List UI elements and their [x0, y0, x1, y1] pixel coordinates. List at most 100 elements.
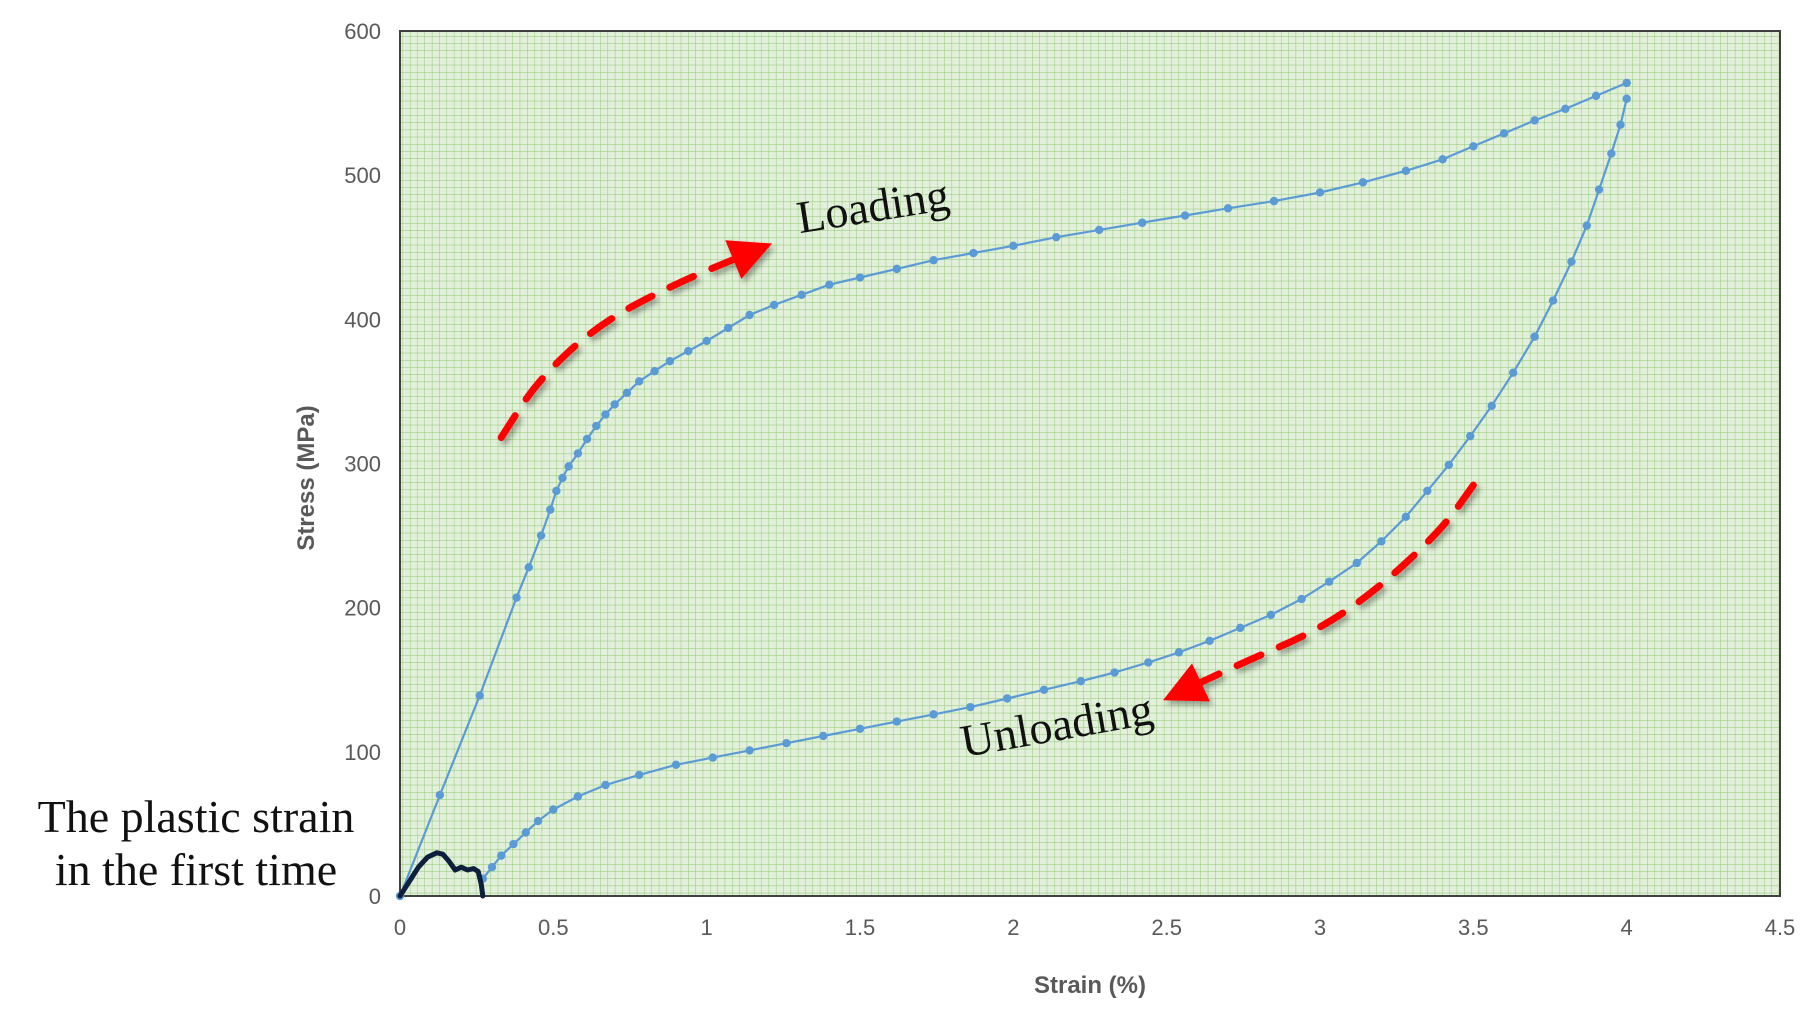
data-point	[1205, 636, 1214, 646]
x-axis-title: Strain (%)	[1034, 972, 1146, 999]
y-axis-ticks: 0 100 200 300 400 500 600	[344, 19, 381, 909]
series-layer	[395, 78, 1631, 901]
y-tick-label: 200	[344, 596, 381, 621]
data-point	[1561, 104, 1570, 114]
data-point	[1499, 129, 1509, 138]
data-point	[1582, 221, 1592, 230]
data-point	[745, 310, 754, 320]
data-point	[1591, 91, 1601, 101]
data-point	[702, 336, 711, 346]
x-tick-label: 2.5	[1151, 915, 1182, 940]
unloading-arrow	[1162, 481, 1477, 702]
data-point	[1236, 623, 1245, 633]
data-point	[1594, 185, 1604, 194]
data-point	[524, 563, 533, 572]
series-line	[481, 97, 1628, 880]
data-point	[1223, 204, 1233, 213]
data-point	[665, 356, 675, 366]
data-point	[1325, 577, 1334, 586]
data-point	[536, 531, 546, 540]
data-point	[1174, 648, 1184, 657]
data-point	[769, 300, 779, 310]
data-point	[1401, 512, 1411, 522]
data-point	[723, 323, 733, 333]
data-point	[1622, 94, 1631, 103]
data-point	[521, 828, 530, 837]
data-point	[1607, 149, 1616, 158]
data-point	[1423, 486, 1432, 496]
data-point	[1530, 332, 1539, 341]
x-tick-label: 4.5	[1765, 915, 1796, 940]
data-point	[435, 790, 445, 800]
y-tick-label: 500	[344, 163, 381, 188]
x-tick-label: 4	[1621, 915, 1633, 940]
data-point	[1009, 241, 1018, 251]
y-tick-label: 100	[344, 740, 381, 765]
data-point	[1401, 166, 1411, 176]
data-point	[1438, 155, 1447, 164]
data-point	[855, 724, 865, 733]
data-point	[582, 434, 592, 444]
series-unloading	[478, 94, 1631, 883]
data-point	[1469, 142, 1478, 151]
series-the-plastic-strain-in-the-first-time	[397, 850, 486, 899]
data-point	[969, 248, 978, 258]
data-point	[1377, 537, 1386, 546]
data-point	[1137, 218, 1147, 227]
data-point	[1266, 610, 1276, 620]
data-point	[1444, 460, 1454, 470]
data-point	[1315, 188, 1325, 197]
plastic-strain-label-line-2: in the first time	[55, 844, 337, 895]
x-tick-label: 0.5	[538, 915, 569, 940]
data-point	[487, 862, 497, 872]
data-point	[1487, 401, 1496, 411]
data-point	[1530, 116, 1539, 125]
x-tick-label: 1.5	[845, 915, 876, 940]
series-loading	[395, 78, 1631, 901]
data-point	[1110, 668, 1119, 677]
y-tick-label: 300	[344, 452, 381, 477]
data-point	[1567, 257, 1576, 266]
data-point	[966, 702, 975, 712]
y-tick-label: 0	[369, 884, 381, 909]
data-point	[573, 792, 583, 801]
data-point	[552, 486, 561, 496]
x-tick-label: 1	[701, 915, 713, 940]
data-point	[573, 449, 583, 458]
data-point	[1039, 685, 1049, 695]
data-point	[610, 400, 619, 409]
loading-arrow	[497, 240, 773, 442]
data-point	[1095, 225, 1104, 235]
x-axis-ticks: 0 0.5 1 1.5 2 2.5 3 3.5 4 4.5	[394, 915, 1795, 940]
y-tick-label: 600	[344, 19, 381, 44]
data-point	[1352, 558, 1362, 568]
y-tick-label: 400	[344, 307, 381, 332]
data-point	[1616, 120, 1625, 129]
data-point	[475, 691, 484, 700]
annotation-arrows	[497, 240, 1477, 702]
data-point	[855, 273, 865, 282]
data-point	[684, 346, 693, 356]
data-point	[929, 256, 938, 265]
data-point	[635, 770, 644, 780]
data-point	[1358, 178, 1368, 187]
data-point	[558, 473, 567, 483]
series-line	[397, 850, 486, 899]
data-point	[671, 760, 681, 770]
data-point	[825, 280, 834, 289]
x-tick-label: 0	[394, 915, 406, 940]
data-point	[1466, 431, 1475, 441]
plot-area	[399, 30, 1781, 897]
data-point	[1548, 296, 1558, 305]
data-point	[1509, 368, 1518, 377]
data-point	[1003, 694, 1012, 703]
data-point	[509, 839, 518, 849]
plastic-strain-label-line-1: The plastic strain	[38, 791, 355, 842]
data-point	[622, 388, 632, 398]
data-point	[1052, 232, 1061, 242]
data-point	[1622, 78, 1631, 88]
data-point	[601, 410, 610, 419]
data-point	[601, 780, 610, 790]
data-point	[1144, 658, 1153, 667]
x-tick-label: 3	[1314, 915, 1326, 940]
